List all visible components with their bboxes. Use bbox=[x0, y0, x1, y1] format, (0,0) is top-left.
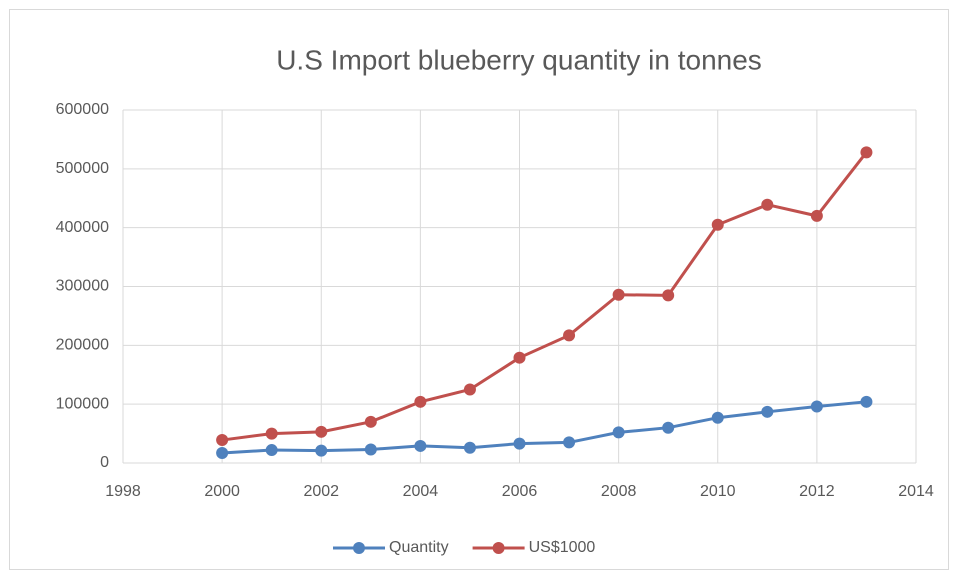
legend-label: Quantity bbox=[389, 539, 449, 556]
x-tick-label: 2010 bbox=[700, 483, 736, 500]
y-tick-label: 500000 bbox=[56, 160, 109, 177]
data-point bbox=[761, 405, 774, 418]
legend-marker bbox=[353, 542, 365, 554]
data-point bbox=[860, 395, 873, 408]
data-point bbox=[364, 415, 377, 428]
data-point bbox=[563, 329, 576, 342]
data-point bbox=[513, 351, 526, 364]
y-tick-label: 0 bbox=[100, 454, 109, 471]
data-point bbox=[414, 395, 427, 408]
x-tick-label: 2002 bbox=[303, 483, 339, 500]
y-tick-label: 200000 bbox=[56, 337, 109, 354]
data-point bbox=[513, 437, 526, 450]
x-tick-label: 1998 bbox=[105, 483, 141, 500]
y-tick-label: 300000 bbox=[56, 278, 109, 295]
y-tick-label: 600000 bbox=[56, 101, 109, 118]
data-point bbox=[364, 443, 377, 456]
data-point bbox=[761, 198, 774, 211]
x-tick-label: 2006 bbox=[502, 483, 538, 500]
data-point bbox=[662, 289, 675, 302]
data-point bbox=[711, 411, 724, 424]
legend-label: US$1000 bbox=[529, 539, 596, 556]
data-point bbox=[563, 436, 576, 449]
data-point bbox=[612, 288, 625, 301]
x-tick-label: 2000 bbox=[204, 483, 240, 500]
data-point bbox=[463, 383, 476, 396]
chart-border bbox=[9, 9, 949, 570]
y-tick-label: 400000 bbox=[56, 219, 109, 236]
series-line bbox=[222, 400, 867, 455]
data-point bbox=[315, 425, 328, 438]
x-tick-label: 2004 bbox=[403, 483, 439, 500]
legend-marker bbox=[492, 542, 505, 554]
data-point bbox=[414, 439, 427, 452]
data-point bbox=[711, 218, 724, 231]
data-point bbox=[810, 209, 823, 222]
data-point bbox=[216, 434, 229, 447]
data-point bbox=[463, 441, 476, 454]
data-point bbox=[810, 400, 823, 413]
data-point bbox=[662, 421, 675, 434]
data-point bbox=[265, 444, 278, 457]
data-point bbox=[216, 446, 229, 459]
y-tick-label: 100000 bbox=[56, 395, 109, 412]
x-tick-label: 2008 bbox=[601, 483, 637, 500]
data-point bbox=[612, 426, 625, 439]
data-point bbox=[265, 427, 278, 440]
series-line bbox=[221, 151, 868, 442]
data-point bbox=[315, 444, 328, 457]
data-point bbox=[860, 146, 873, 159]
x-tick-label: 2014 bbox=[898, 483, 934, 500]
chart-title: U.S Import blueberry quantity in tonnes bbox=[276, 44, 762, 75]
x-tick-label: 2012 bbox=[799, 483, 835, 500]
